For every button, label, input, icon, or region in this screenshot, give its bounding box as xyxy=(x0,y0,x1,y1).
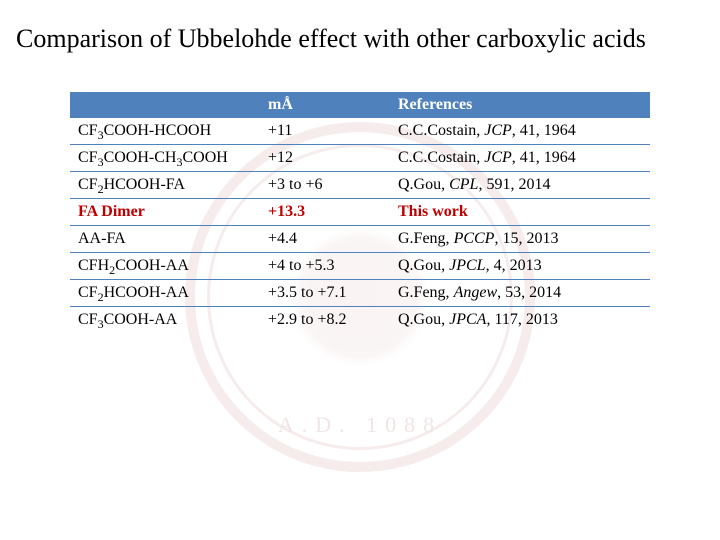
table-row: CF3COOH-CH3COOH+12C.C.Costain, JCP, 41, … xyxy=(70,145,650,172)
cell-reference: Q.Gou, JPCA, 117, 2013 xyxy=(390,307,650,334)
ref-tail: , 4, 2013 xyxy=(486,257,542,274)
page-title: Comparison of Ubbelohde effect with othe… xyxy=(0,0,720,54)
cell-compound: CF3COOH-AA xyxy=(70,307,260,334)
ref-tail: , 53, 2014 xyxy=(497,284,561,301)
ref-author: Q.Gou, xyxy=(398,257,449,274)
ref-journal: Angew xyxy=(454,284,498,301)
cell-reference: C.C.Costain, JCP, 41, 1964 xyxy=(390,118,650,145)
table-row: FA Dimer+13.3 This work xyxy=(70,199,650,226)
table-row: CF3COOH-AA+2.9 to +8.2Q.Gou, JPCA, 117, … xyxy=(70,307,650,334)
cell-compound: CF2HCOOH-AA xyxy=(70,280,260,307)
table-body: CF3COOH-HCOOH+11C.C.Costain, JCP, 41, 19… xyxy=(70,118,650,333)
col-header-blank xyxy=(70,92,260,118)
ref-journal: JCP xyxy=(484,149,512,166)
col-header-references: References xyxy=(390,92,650,118)
table-row: CF2HCOOH-AA+3.5 to +7.1G.Feng, Angew, 53… xyxy=(70,280,650,307)
ref-journal: JPCL xyxy=(449,257,485,274)
cell-ma: +3 to +6 xyxy=(260,172,390,199)
ref-author: Q.Gou, xyxy=(398,311,449,328)
cell-reference: Q.Gou, JPCL, 4, 2013 xyxy=(390,253,650,280)
ref-journal: JCP xyxy=(484,122,512,139)
ref-tail: , 41, 1964 xyxy=(512,149,576,166)
ref-author: This work xyxy=(398,203,468,220)
ref-journal: JPCA xyxy=(449,311,486,328)
cell-reference: C.C.Costain, JCP, 41, 1964 xyxy=(390,145,650,172)
cell-ma: +11 xyxy=(260,118,390,145)
cell-reference: Q.Gou, CPL, 591, 2014 xyxy=(390,172,650,199)
ref-author: G.Feng, xyxy=(398,230,454,247)
cell-reference: G.Feng, PCCP, 15, 2013 xyxy=(390,226,650,253)
ref-author: C.C.Costain, xyxy=(398,149,484,166)
ref-author: G.Feng, xyxy=(398,284,454,301)
cell-ma: +12 xyxy=(260,145,390,172)
cell-compound: CF2HCOOH-FA xyxy=(70,172,260,199)
cell-ma: +4.4 xyxy=(260,226,390,253)
table-row: CF3COOH-HCOOH+11C.C.Costain, JCP, 41, 19… xyxy=(70,118,650,145)
ref-journal: CPL xyxy=(449,176,478,193)
cell-compound: CF3COOH-HCOOH xyxy=(70,118,260,145)
watermark-text-bottom: A.D. 1088 xyxy=(195,412,525,438)
ref-tail: , 117, 2013 xyxy=(486,311,557,328)
cell-ma: +13.3 xyxy=(260,199,390,226)
cell-compound: CFH2COOH-AA xyxy=(70,253,260,280)
col-header-ma: mÅ xyxy=(260,92,390,118)
table-row: CFH2COOH-AA+4 to +5.3Q.Gou, JPCL, 4, 201… xyxy=(70,253,650,280)
ref-tail: , 591, 2014 xyxy=(478,176,550,193)
ref-author: C.C.Costain, xyxy=(398,122,484,139)
comparison-table: mÅ References CF3COOH-HCOOH+11C.C.Costai… xyxy=(70,92,650,333)
cell-ma: +4 to +5.3 xyxy=(260,253,390,280)
ref-tail: , 41, 1964 xyxy=(512,122,576,139)
cell-ma: +2.9 to +8.2 xyxy=(260,307,390,334)
cell-ma: +3.5 to +7.1 xyxy=(260,280,390,307)
cell-reference: G.Feng, Angew, 53, 2014 xyxy=(390,280,650,307)
ref-journal: PCCP xyxy=(454,230,495,247)
cell-compound: CF3COOH-CH3COOH xyxy=(70,145,260,172)
cell-compound: FA Dimer xyxy=(70,199,260,226)
cell-compound: AA-FA xyxy=(70,226,260,253)
comparison-table-container: mÅ References CF3COOH-HCOOH+11C.C.Costai… xyxy=(70,92,650,333)
table-header-row: mÅ References xyxy=(70,92,650,118)
table-row: AA-FA+4.4G.Feng, PCCP, 15, 2013 xyxy=(70,226,650,253)
ref-tail: , 15, 2013 xyxy=(494,230,558,247)
ref-author: Q.Gou, xyxy=(398,176,449,193)
cell-reference: This work xyxy=(390,199,650,226)
table-row: CF2HCOOH-FA+3 to +6Q.Gou, CPL, 591, 2014 xyxy=(70,172,650,199)
